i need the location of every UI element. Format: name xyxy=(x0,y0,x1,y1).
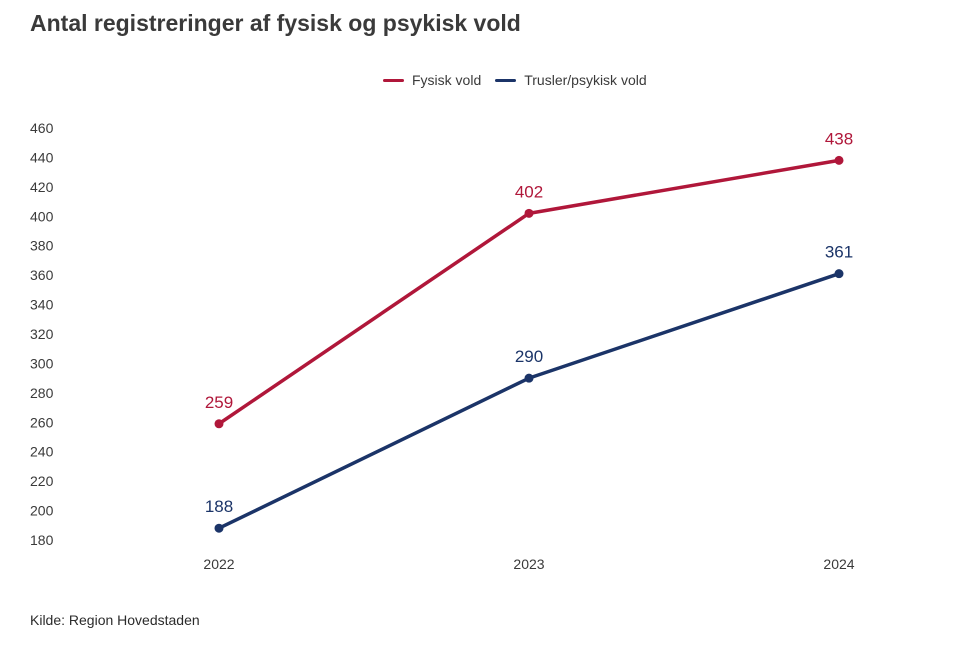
data-point-fysisk-vold-2024 xyxy=(834,155,844,165)
chart-title: Antal registreringer af fysisk og psykis… xyxy=(30,10,521,36)
x-tick-label-2024: 2024 xyxy=(823,556,854,572)
data-label-fysisk-vold-2024: 438 xyxy=(825,129,853,148)
series-line-trusler-psykisk-vold xyxy=(217,271,841,530)
y-tick-label-180: 180 xyxy=(30,532,54,548)
y-tick-label-400: 400 xyxy=(30,208,54,224)
legend: Fysisk vold Trusler/psykisk vold xyxy=(383,72,661,88)
data-label-trusler-psykisk-vold-2024: 361 xyxy=(825,243,853,262)
x-tick-label-2023: 2023 xyxy=(513,556,544,572)
y-tick-label-260: 260 xyxy=(30,414,54,430)
y-tick-label-240: 240 xyxy=(30,444,54,460)
y-tick-label-200: 200 xyxy=(30,503,54,519)
data-label-fysisk-vold-2023: 402 xyxy=(515,182,543,201)
data-label-fysisk-vold-2022: 259 xyxy=(205,393,233,412)
y-tick-label-280: 280 xyxy=(30,385,54,401)
legend-item-fysisk-vold[interactable]: Fysisk vold xyxy=(383,72,481,88)
data-point-fysisk-vold-2023 xyxy=(524,208,534,218)
y-tick-label-440: 440 xyxy=(30,149,54,165)
data-point-trusler-psykisk-vold-2022 xyxy=(214,523,224,533)
y-tick-label-340: 340 xyxy=(30,297,54,313)
y-tick-label-460: 460 xyxy=(30,120,54,136)
data-point-trusler-psykisk-vold-2024 xyxy=(834,269,844,279)
legend-swatch-fysisk-vold xyxy=(383,78,404,82)
y-tick-label-420: 420 xyxy=(30,179,54,195)
data-label-trusler-psykisk-vold-2023: 290 xyxy=(515,347,543,366)
legend-item-trusler-psykisk-vold[interactable]: Trusler/psykisk vold xyxy=(495,72,647,88)
data-point-fysisk-vold-2022 xyxy=(214,419,224,429)
y-tick-label-360: 360 xyxy=(30,267,54,283)
y-tick-label-380: 380 xyxy=(30,238,54,254)
legend-label-trusler-psykisk-vold: Trusler/psykisk vold xyxy=(524,72,647,88)
y-tick-label-220: 220 xyxy=(30,473,54,489)
data-point-trusler-psykisk-vold-2023 xyxy=(524,373,534,383)
data-label-trusler-psykisk-vold-2022: 188 xyxy=(205,497,233,516)
legend-swatch-trusler-psykisk-vold xyxy=(495,78,517,82)
legend-label-fysisk-vold: Fysisk vold xyxy=(412,72,482,88)
source-note: Kilde: Region Hovedstaden xyxy=(30,612,200,628)
x-tick-label-2022: 2022 xyxy=(203,556,234,572)
line-chart: 180 200 220 240 260 280 300 320 340 360 380 400 420 4… xyxy=(30,120,855,572)
y-tick-label-320: 320 xyxy=(30,326,54,342)
y-tick-label-300: 300 xyxy=(30,355,54,371)
